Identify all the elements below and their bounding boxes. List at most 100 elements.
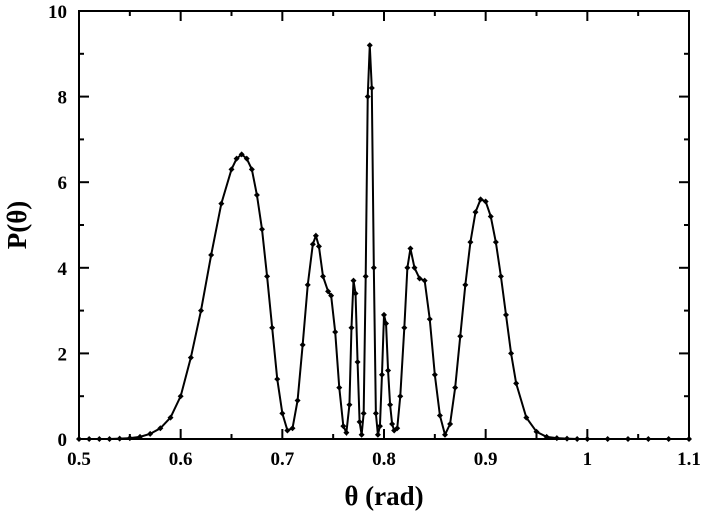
data-point xyxy=(686,436,692,442)
x-tick-label: 0.6 xyxy=(169,449,193,470)
x-tick-label: 0.7 xyxy=(270,449,294,470)
series-line xyxy=(79,45,689,440)
data-point xyxy=(253,192,260,199)
data-point xyxy=(436,412,443,419)
data-point xyxy=(416,275,423,282)
data-point xyxy=(299,341,306,348)
data-point xyxy=(362,273,369,280)
data-point xyxy=(447,421,454,428)
data-point xyxy=(574,436,581,442)
data-point xyxy=(431,371,438,378)
data-point xyxy=(477,196,484,203)
data-point xyxy=(177,393,184,400)
data-point xyxy=(274,376,281,383)
data-point xyxy=(354,358,361,365)
data-point xyxy=(404,264,411,271)
data-point xyxy=(442,431,448,438)
x-tick-label: 0.5 xyxy=(67,449,91,470)
data-point xyxy=(645,436,652,442)
data-point xyxy=(76,436,82,442)
x-axis-title: θ (rad) xyxy=(344,481,423,511)
data-point xyxy=(352,290,359,297)
data-point xyxy=(343,429,350,436)
x-tick-label: 1.1 xyxy=(677,449,701,470)
data-point xyxy=(523,414,530,421)
data-point xyxy=(462,281,469,288)
data-point xyxy=(364,93,371,100)
data-point xyxy=(372,410,379,417)
data-point xyxy=(233,155,240,162)
data-point xyxy=(356,418,363,425)
data-point xyxy=(387,401,394,408)
data-point xyxy=(584,436,591,442)
data-point xyxy=(315,243,322,250)
data-point xyxy=(497,273,504,280)
data-point xyxy=(157,425,164,432)
data-point xyxy=(350,277,357,284)
data-point xyxy=(336,384,343,391)
data-point xyxy=(492,239,499,246)
y-tick-label: 8 xyxy=(58,88,68,109)
data-point xyxy=(385,367,392,374)
data-point xyxy=(248,166,255,173)
data-point xyxy=(259,226,265,233)
data-point xyxy=(360,410,367,417)
data-point xyxy=(228,166,235,173)
data-point xyxy=(513,380,520,387)
data-point xyxy=(457,333,464,340)
data-point xyxy=(116,435,123,442)
x-tick-label: 0.8 xyxy=(372,449,396,470)
data-point xyxy=(564,435,570,442)
data-point xyxy=(625,436,631,442)
y-tick-label: 4 xyxy=(58,259,68,280)
y-tick-label: 10 xyxy=(48,2,67,23)
data-point xyxy=(503,311,509,318)
data-point xyxy=(325,288,332,295)
data-point xyxy=(426,316,433,323)
data-point xyxy=(401,324,408,331)
data-point xyxy=(407,245,414,252)
data-point xyxy=(284,427,291,434)
data-point xyxy=(553,435,560,442)
data-point xyxy=(374,431,381,438)
data-point xyxy=(358,431,365,438)
y-tick-label: 6 xyxy=(58,173,68,194)
data-point xyxy=(289,425,296,432)
data-point xyxy=(368,85,375,92)
data-point xyxy=(472,209,479,216)
data-point xyxy=(389,421,396,428)
data-point xyxy=(269,324,276,331)
data-point xyxy=(137,433,143,440)
data-point xyxy=(487,213,494,220)
data-point xyxy=(370,264,377,271)
data-point xyxy=(533,428,540,435)
y-tick-label: 2 xyxy=(58,344,68,365)
data-point xyxy=(218,200,225,207)
data-point xyxy=(304,281,311,288)
x-tick-label: 0.9 xyxy=(474,449,498,470)
data-point xyxy=(208,251,215,258)
data-point xyxy=(243,155,250,162)
data-point xyxy=(543,433,550,440)
data-point xyxy=(348,324,355,331)
data-point xyxy=(167,414,174,421)
data-point xyxy=(187,354,194,361)
data-point xyxy=(366,42,373,49)
data-point xyxy=(604,436,611,442)
data-point xyxy=(411,264,418,271)
data-point xyxy=(381,311,387,318)
data-point xyxy=(346,401,353,408)
data-point xyxy=(332,329,339,335)
data-point xyxy=(394,425,401,432)
data-point xyxy=(264,273,271,280)
data-point xyxy=(279,410,286,417)
data-point xyxy=(106,436,113,442)
data-point xyxy=(340,423,347,430)
data-point xyxy=(508,350,515,357)
data-point xyxy=(383,320,390,327)
data-point xyxy=(665,436,672,442)
x-tick-label: 1 xyxy=(583,449,593,470)
data-point xyxy=(147,430,154,437)
data-point xyxy=(452,384,459,391)
